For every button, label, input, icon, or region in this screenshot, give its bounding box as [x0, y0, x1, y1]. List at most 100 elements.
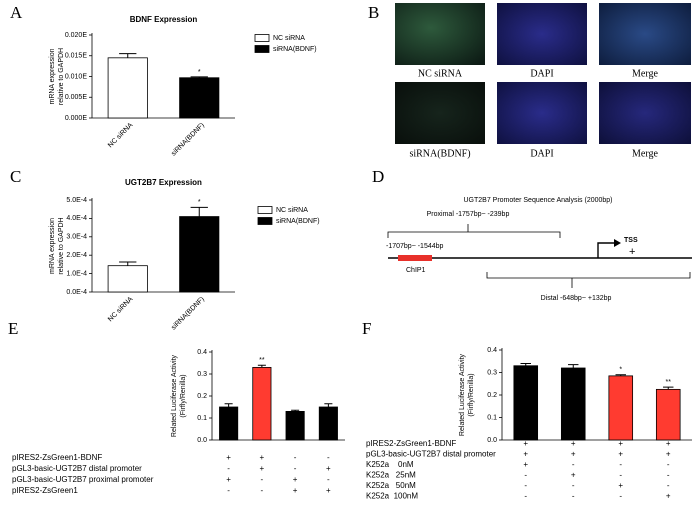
condition-sign: -	[261, 486, 264, 495]
y-axis-label: relative to GAPDH	[58, 48, 65, 105]
error-bar	[291, 409, 300, 412]
y-axis-label: relative to GAPDH	[58, 217, 65, 274]
condition-sign: -	[227, 486, 230, 495]
y-axis-label: (Firfly/Renilla)	[180, 374, 187, 417]
panel-label: C	[10, 167, 21, 186]
annotation: **	[259, 357, 265, 364]
diagram-label: Distal -648bp~ +132bp	[541, 295, 612, 302]
condition-sign: +	[618, 439, 623, 448]
condition-sign: +	[260, 464, 265, 473]
bracket	[486, 272, 691, 288]
condition-sign: -	[667, 481, 670, 490]
y-tick-label: 0.1	[197, 415, 207, 422]
condition-sign: -	[619, 492, 622, 501]
condition-sign: +	[326, 464, 331, 473]
y-axis-label: mRNA expression	[49, 218, 56, 274]
condition-sign: +	[293, 486, 298, 495]
condition-sign: +	[666, 450, 671, 459]
legend-swatch	[254, 45, 270, 53]
condition-sign: -	[572, 481, 575, 490]
error-bar	[119, 261, 137, 266]
bar	[107, 57, 148, 119]
bar	[318, 406, 338, 441]
condition-sign: +	[571, 439, 576, 448]
bar	[285, 410, 305, 441]
condition-label: K252a 50nM	[366, 481, 416, 490]
x-tick-label: siRNA(BDNF)	[170, 296, 206, 332]
image	[599, 82, 691, 144]
condition-label: pIRES2-ZsGreen1-BDNF	[366, 439, 456, 448]
condition-sign: +	[523, 439, 528, 448]
annotation: **	[666, 379, 672, 386]
error-bar	[190, 206, 208, 217]
diagram-title: UGT2B7 Promoter Sequence Analysis (2000b…	[463, 197, 612, 204]
condition-sign: -	[327, 453, 330, 462]
condition-sign: -	[524, 492, 527, 501]
condition-sign: +	[523, 450, 528, 459]
y-axis-label: (Firfly/Renilla)	[468, 373, 475, 416]
condition-sign: -	[294, 453, 297, 462]
image	[395, 82, 485, 144]
bar	[608, 375, 634, 441]
y-tick-label: 0.3	[197, 371, 207, 378]
annotation: *	[198, 69, 201, 76]
condition-sign: -	[572, 460, 575, 469]
bar	[560, 367, 586, 441]
condition-sign: +	[260, 453, 265, 462]
condition-sign: +	[571, 450, 576, 459]
condition-sign: -	[572, 492, 575, 501]
condition-sign: -	[667, 471, 670, 480]
diagram-label: Proximal -1757bp~ -239bp	[427, 211, 510, 218]
y-tick-label: 0.005E	[65, 94, 88, 101]
chart-title: UGT2B7 Expression	[125, 178, 202, 187]
error-bar	[324, 403, 333, 407]
condition-label: pGL3-basic-UGT2B7 distal promoter	[12, 464, 142, 473]
micrographs: NC siRNA DAPI Merge siRNA(BDNF) DAPI Mer…	[395, 3, 691, 159]
error-bar	[615, 374, 626, 376]
condition-sign: -	[619, 460, 622, 469]
condition-sign: -	[667, 460, 670, 469]
bar	[107, 265, 148, 293]
y-tick-label: 0.2	[487, 392, 497, 399]
x-tick-label: NC siRNA	[107, 122, 135, 150]
y-tick-label: 2.0E-4	[66, 252, 87, 259]
condition-label: K252a 0nM	[366, 460, 414, 469]
y-tick-label: 0.4	[487, 347, 497, 354]
panel-label: D	[372, 167, 384, 186]
y-axis-label: Related Luciferase Activity	[459, 353, 466, 436]
image-label: NC siRNA	[418, 68, 463, 79]
x-tick-label: siRNA(BDNF)	[170, 122, 206, 158]
image	[497, 3, 587, 65]
legend-label: siRNA(BDNF)	[276, 218, 320, 225]
bar	[179, 216, 220, 293]
condition-sign: +	[226, 475, 231, 484]
condition-sign: +	[571, 471, 576, 480]
image-label: DAPI	[530, 68, 553, 79]
y-tick-label: 0.4	[197, 349, 207, 356]
chart-title: BDNF Expression	[130, 15, 198, 24]
bar	[252, 366, 272, 441]
diagram-label: +	[629, 246, 635, 258]
promoter-diagram: UGT2B7 Promoter Sequence Analysis (2000b…	[386, 197, 692, 302]
error-bar	[520, 363, 531, 366]
image-label: DAPI	[530, 148, 553, 159]
condition-sign: +	[293, 475, 298, 484]
condition-sign: -	[524, 471, 527, 480]
bracket	[387, 224, 561, 238]
y-tick-label: 0.2	[197, 393, 207, 400]
bar	[513, 365, 539, 441]
bar	[179, 77, 220, 119]
diagram-label: TSS	[624, 237, 638, 244]
condition-label: K252a 100nM	[366, 492, 418, 501]
legend-swatch	[257, 217, 273, 225]
bar	[655, 388, 681, 441]
diagram-label: -1707bp~ -1544bp	[386, 243, 444, 250]
y-axis-label: mRNA expression	[49, 48, 56, 104]
condition-sign: +	[226, 453, 231, 462]
image-label: Merge	[632, 148, 658, 159]
condition-sign: -	[619, 471, 622, 480]
y-tick-label: 4.0E-4	[66, 215, 87, 222]
panel-label: E	[8, 319, 18, 338]
y-tick-label: 0.0E-4	[66, 289, 87, 296]
